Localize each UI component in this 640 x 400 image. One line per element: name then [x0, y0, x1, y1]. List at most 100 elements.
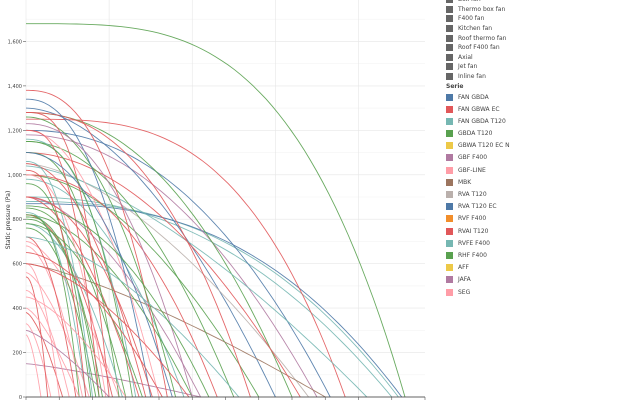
curve-fan-gbda-t120: [25, 236, 240, 398]
curve-gbda-t120: [26, 214, 80, 398]
legend-label: FAN GBWA EC: [458, 105, 500, 113]
category-legend-item[interactable]: Kitchen fan: [446, 24, 510, 34]
category-legend-item[interactable]: Roof thermo fan: [446, 33, 510, 43]
series-legend-item[interactable]: GBF-LINE: [446, 164, 510, 176]
legend-swatch: [446, 215, 453, 223]
category-legend-item[interactable]: Box fan: [446, 0, 510, 5]
series-legend-item[interactable]: MBK: [446, 176, 510, 188]
legend-label: Box fan: [458, 0, 481, 3]
series-legend-item[interactable]: RVA T120: [446, 188, 510, 200]
legend-label: GBDA T120: [458, 130, 493, 138]
legend-label: GBWA T120 EC N: [458, 142, 510, 150]
legend-swatch: [446, 5, 453, 13]
category-legend-item[interactable]: Inline fan: [446, 72, 510, 82]
legend-swatch: [446, 130, 453, 138]
legend-label: MBK: [458, 178, 472, 186]
category-legend-item[interactable]: F400 fan: [446, 14, 510, 24]
legend-swatch: [446, 63, 453, 71]
curve-fan-gbwa-ec: [25, 312, 64, 398]
legend-label: RVA T120 EC: [458, 203, 497, 211]
curve-rva-t120-ec: [25, 129, 331, 398]
legend-label: Jet fan: [458, 63, 478, 71]
legend-swatch: [446, 203, 453, 211]
legend-swatch: [446, 239, 453, 247]
series-legend-title: Serie: [446, 82, 464, 90]
category-legend: Box fan Thermo box fan F400 fan Kitchen fan…: [446, 0, 510, 81]
legend-swatch: [446, 117, 453, 125]
fan-curve-chart: 0 200 400 600 800 1,000 1,200 1,400 1,600 Static…: [5, 0, 426, 400]
legend-swatch: [446, 166, 453, 174]
series-legend-item[interactable]: FAN GBDA T120: [446, 115, 510, 127]
legend-label: Thermo box fan: [458, 5, 506, 13]
curve-gbda-t120: [26, 23, 406, 398]
legend-label: RVAI T120: [458, 227, 489, 235]
series-legend-item[interactable]: GBWA T120 EC N: [446, 140, 510, 152]
legend-label: SEG: [458, 288, 471, 296]
y-tick-label: 600: [12, 262, 22, 268]
series-legend-item[interactable]: FAN GBWA EC: [446, 103, 510, 115]
curve-fan-gbda: [26, 152, 173, 398]
legend-swatch: [446, 276, 453, 284]
legend-swatch: [446, 73, 453, 81]
curve-rvai-t120: [26, 112, 110, 398]
curve-fan-gbda: [25, 107, 276, 398]
category-legend-item[interactable]: Thermo box fan: [446, 5, 510, 15]
series-legend-item[interactable]: SEG: [446, 286, 510, 298]
series-legend-item[interactable]: FAN GBDA: [446, 91, 510, 103]
legend-swatch: [446, 0, 453, 4]
legend-label: GBF-LINE: [458, 166, 486, 174]
curves: [25, 23, 406, 398]
legend-label: Inline fan: [458, 73, 486, 81]
curve-seg: [25, 289, 70, 398]
curve-fan-gbwa-ec: [26, 236, 77, 398]
series-legend-item[interactable]: JAFA: [446, 274, 510, 286]
curve-fan-gbwa-ec: [25, 263, 190, 398]
legend-swatch: [446, 142, 453, 150]
series-legend: FAN GBDA FAN GBWA EC FAN GBDA T120 GBDA T12…: [446, 91, 510, 298]
curve-fan-gbda: [26, 98, 152, 398]
y-tick-label: 1,600: [8, 39, 22, 45]
curve-fan-gbwa-ec: [26, 129, 100, 398]
curve-fan-gbwa-ec: [26, 112, 251, 398]
legend-label: Roof thermo fan: [458, 34, 507, 42]
curve-gbda-t120: [26, 223, 143, 398]
series-legend-item[interactable]: AFF: [446, 262, 510, 274]
legend-swatch: [446, 53, 453, 61]
curve-fan-gbda-t120: [25, 178, 185, 398]
legend-swatch: [446, 15, 453, 23]
curve-gbda-t120: [26, 218, 103, 398]
legend-label: RVFE F400: [458, 239, 490, 247]
y-tick-label: 800: [12, 217, 22, 223]
y-axis-title: Static pressure (Pa): [5, 191, 12, 250]
axes: 0 200 400 600 800 1,000 1,200 1,400 1,600: [8, 39, 426, 400]
series-legend-item[interactable]: RHF F400: [446, 249, 510, 261]
legend-swatch: [446, 154, 453, 162]
series-legend-item[interactable]: RVAI T120: [446, 225, 510, 237]
curve-seg: [25, 272, 90, 398]
legend-swatch: [446, 227, 453, 235]
legend-label: AFF: [458, 264, 470, 272]
legend-swatch: [446, 44, 453, 52]
curve-gbf-line: [26, 174, 107, 398]
legend-label: F400 fan: [458, 15, 485, 23]
series-legend-item[interactable]: GBF F400: [446, 152, 510, 164]
y-tick-label: 0: [19, 395, 22, 400]
category-legend-item[interactable]: Jet fan: [446, 62, 510, 72]
series-legend-item[interactable]: RVA T120 EC: [446, 201, 510, 213]
legend: Box fan Thermo box fan F400 fan Kitchen fan…: [446, 0, 510, 298]
curve-rvai-t120: [26, 196, 153, 398]
legend-label: RVF F400: [458, 215, 487, 223]
y-tick-label: 1,400: [8, 84, 22, 90]
curve-jafa: [25, 329, 110, 398]
series-legend-item[interactable]: RVF F400: [446, 213, 510, 225]
curve-rvfe-f400: [26, 212, 87, 398]
series-legend-item[interactable]: GBDA T120: [446, 128, 510, 140]
category-legend-item[interactable]: Roof F400 fan: [446, 43, 510, 53]
curve-gbf-line: [25, 334, 42, 398]
curve-rhf-f400: [25, 174, 260, 398]
series-legend-item[interactable]: RVFE F400: [446, 237, 510, 249]
legend-swatch: [446, 34, 453, 42]
category-legend-item[interactable]: Axial: [446, 53, 510, 63]
curve-fan-gbda-t120: [25, 165, 368, 398]
y-tick-label: 400: [12, 306, 22, 312]
